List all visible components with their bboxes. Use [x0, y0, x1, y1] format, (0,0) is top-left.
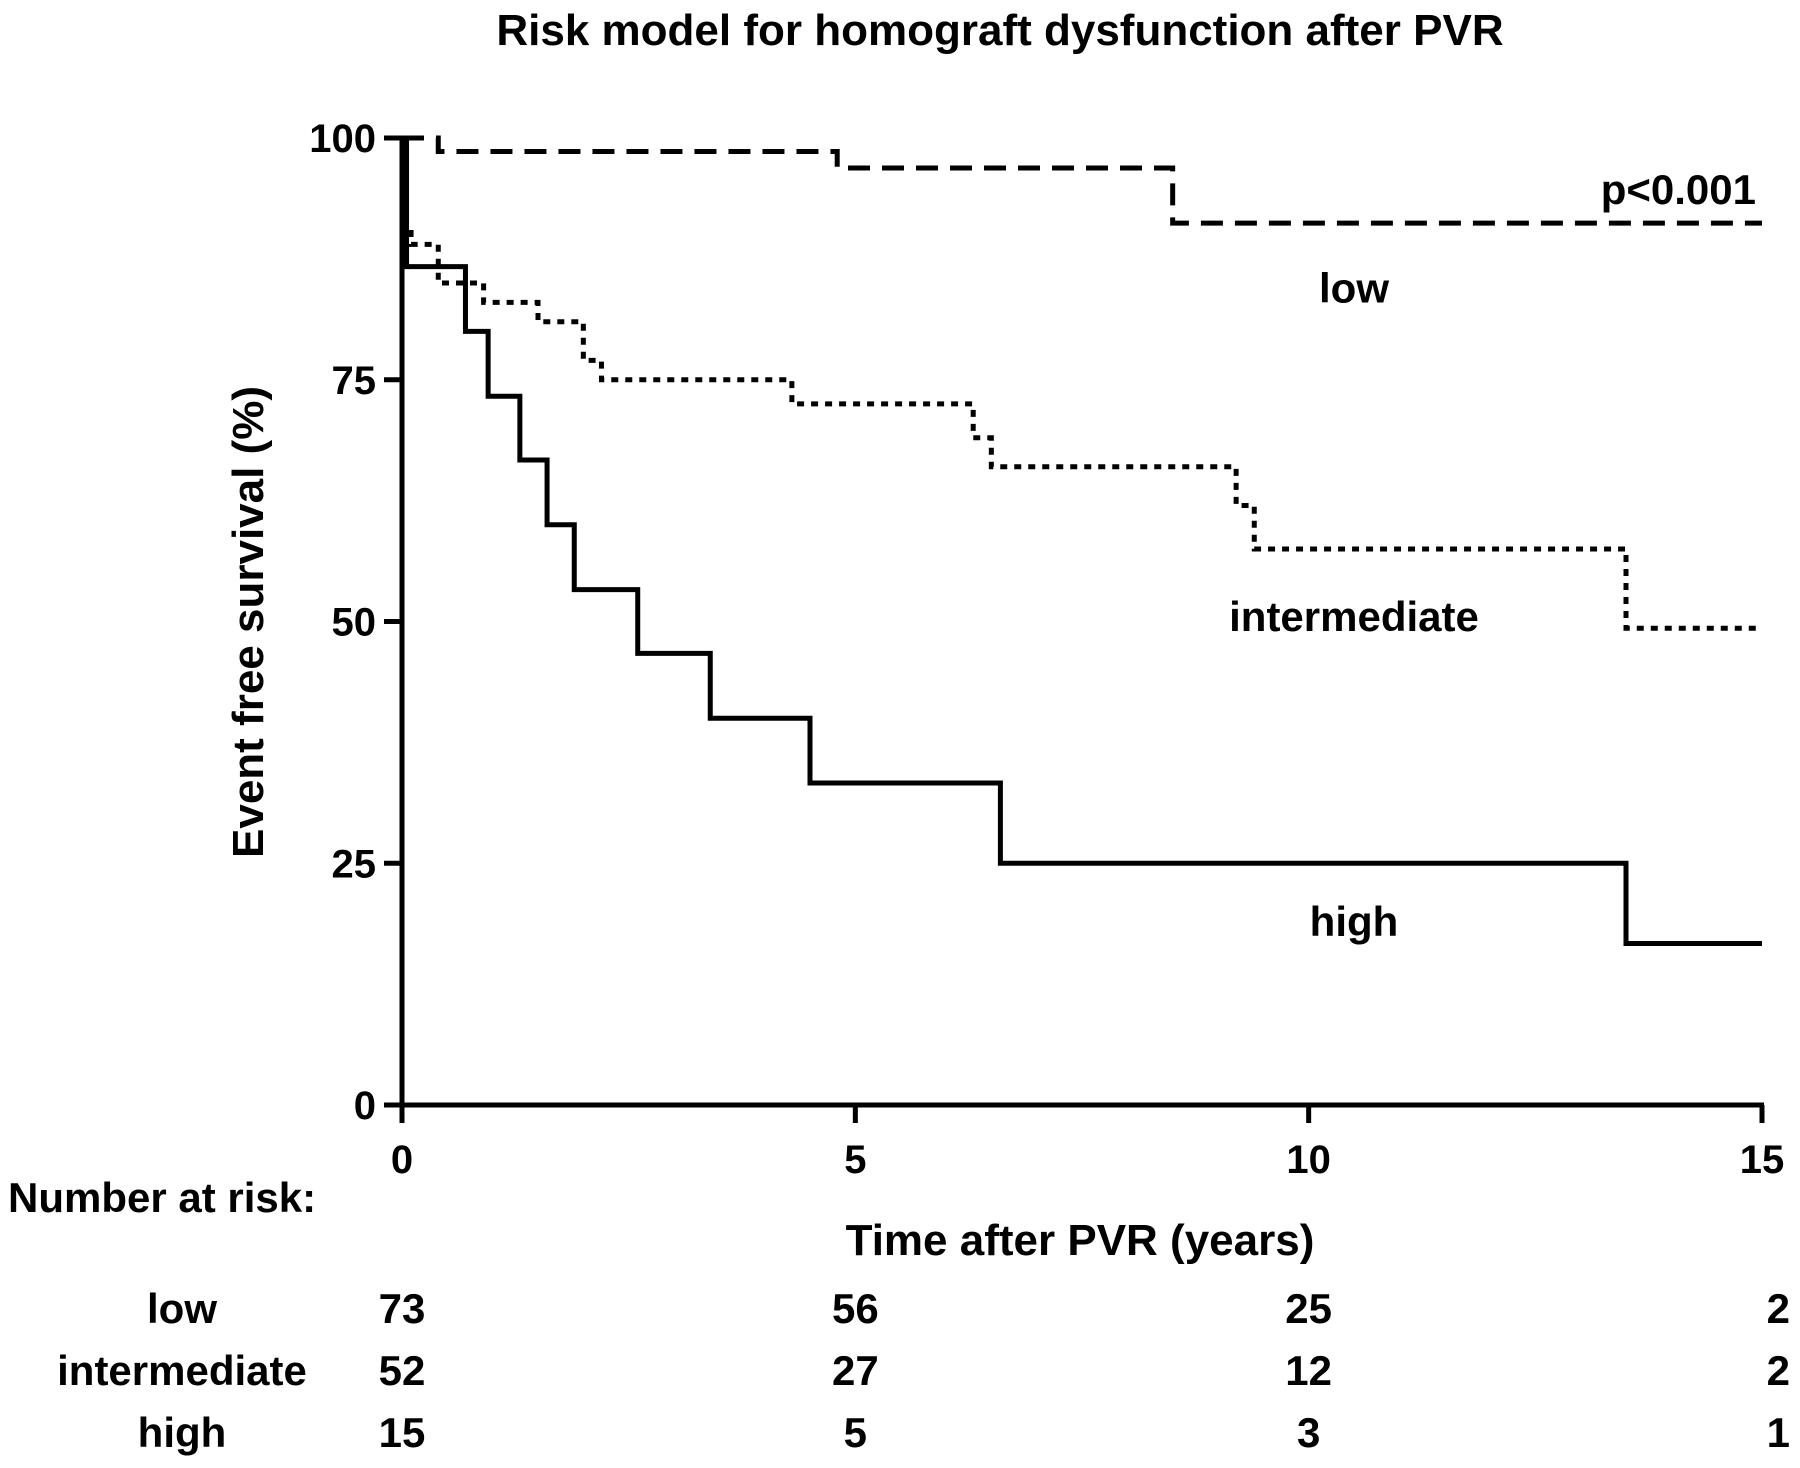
- series-label-low: low: [1319, 264, 1389, 311]
- chart-title: Risk model for homograft dysfunction aft…: [496, 6, 1503, 55]
- x-tick-label: 10: [1286, 1138, 1331, 1182]
- y-tick-label: 50: [332, 601, 377, 645]
- risk-value: 56: [832, 1285, 879, 1332]
- number-at-risk-heading: Number at risk:: [8, 1174, 316, 1221]
- series-line-high: [402, 135, 1762, 947]
- risk-value: 73: [379, 1285, 426, 1332]
- risk-row-label-intermediate: intermediate: [57, 1347, 307, 1394]
- y-tick-label: 100: [309, 117, 376, 161]
- axes: 0 25 50 75 100 0 5 10 15: [309, 117, 1784, 1182]
- risk-value: 25: [1285, 1285, 1332, 1332]
- series-labels: low intermediate high: [1229, 264, 1479, 944]
- y-tick-label: 75: [332, 359, 377, 403]
- risk-value: 2: [1767, 1347, 1790, 1394]
- x-axis-label: Time after PVR (years): [846, 1216, 1315, 1265]
- y-axis-label: Event free survival (%): [224, 386, 273, 858]
- series-line-intermediate: [402, 222, 1762, 631]
- risk-value: 3: [1297, 1409, 1320, 1456]
- y-tick-label: 0: [354, 1084, 376, 1128]
- series-line-low: [402, 135, 1762, 226]
- risk-value: 5: [844, 1409, 867, 1456]
- series-label-high: high: [1310, 898, 1399, 945]
- risk-value: 27: [832, 1347, 879, 1394]
- x-tick-label: 15: [1740, 1138, 1785, 1182]
- x-tick-label: 5: [844, 1138, 866, 1182]
- risk-row-label-high: high: [138, 1409, 227, 1456]
- risk-value: 52: [379, 1347, 426, 1394]
- p-value-annotation: p<0.001: [1601, 166, 1756, 213]
- y-tick-label: 25: [332, 842, 377, 886]
- risk-value: 2: [1767, 1285, 1790, 1332]
- series-label-intermediate: intermediate: [1229, 593, 1479, 640]
- risk-row-label-low: low: [147, 1285, 217, 1332]
- risk-value: 15: [379, 1409, 426, 1456]
- number-at-risk-table: low 73 56 25 2 intermediate 52 27 12 2 high 15 5 3 1: [57, 1285, 1790, 1456]
- x-tick-label: 0: [391, 1138, 413, 1182]
- risk-value: 12: [1285, 1347, 1332, 1394]
- risk-value: 1: [1767, 1409, 1790, 1456]
- series-lines: [402, 135, 1762, 947]
